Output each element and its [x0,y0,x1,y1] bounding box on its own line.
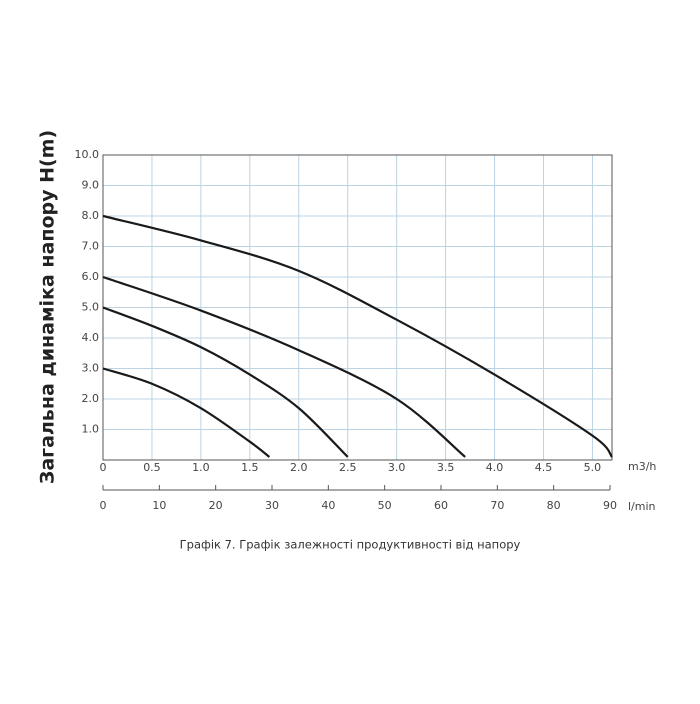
x2-tick-label: 50 [378,499,392,512]
x2-tick-label: 30 [265,499,279,512]
y-tick-label: 5.0 [82,301,100,314]
x2-tick-label: 40 [321,499,335,512]
x-tick-label: 3.5 [437,461,455,474]
x-tick-label: 4.0 [486,461,504,474]
y-tick-label: 4.0 [82,331,100,344]
y-tick-label: 6.0 [82,270,100,283]
y-tick-label: 3.0 [82,362,100,375]
x-tick-label: 2.5 [339,461,357,474]
x2-tick-label: 0 [100,499,107,512]
curve [102,306,349,458]
y-tick-label: 7.0 [82,240,100,253]
caption: Графік 7. Графік залежності продуктивнос… [180,538,521,552]
x2-tick-label: 90 [603,499,617,512]
x2-unit: l/min [628,500,656,513]
x2-tick-label: 70 [490,499,504,512]
curve [102,275,466,458]
x2-tick-label: 60 [434,499,448,512]
y-tick-label: 8.0 [82,209,100,222]
y-tick-label: 9.0 [82,179,100,192]
x-unit: m3/h [628,460,656,473]
x-tick-label: 0 [100,461,107,474]
curve [102,214,613,458]
x-tick-label: 1.0 [192,461,210,474]
y-tick-label: 1.0 [82,423,100,436]
x-tick-label: 1.5 [241,461,259,474]
x-tick-label: 5.0 [584,461,602,474]
x-tick-label: 4.5 [535,461,553,474]
x-tick-label: 2.0 [290,461,308,474]
curve [102,367,271,458]
x-tick-label: 3.0 [388,461,406,474]
x-tick-label: 0.5 [143,461,161,474]
y-axis-label: Загальна динаміка напору H(m) [37,130,59,484]
x2-tick-label: 10 [152,499,166,512]
y-tick-label: 10.0 [75,148,100,161]
y-tick-label: 2.0 [82,392,100,405]
x2-tick-label: 80 [547,499,561,512]
x2-tick-label: 20 [209,499,223,512]
